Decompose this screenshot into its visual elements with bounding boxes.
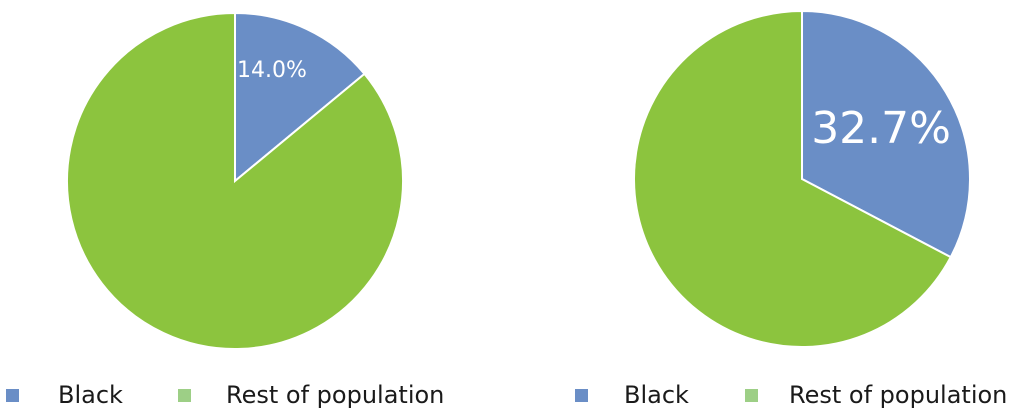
legend-label-rest-of-population: Rest of population bbox=[789, 381, 1007, 409]
legend-right: Black Rest of population bbox=[575, 381, 1007, 409]
legend-swatch-rest-of-population bbox=[178, 389, 191, 402]
pie-chart-right: 32.7% bbox=[633, 9, 971, 348]
pie-slice-black bbox=[801, 9, 971, 259]
legend-label-black: Black bbox=[58, 381, 123, 409]
legend-label-rest-of-population: Rest of population bbox=[226, 381, 444, 409]
pie-slice-rest-of-population bbox=[66, 11, 404, 350]
legend-left: Black Rest of population bbox=[6, 381, 444, 409]
pie-slice-black bbox=[234, 11, 366, 184]
pie-chart-left: 14.0% bbox=[66, 11, 404, 350]
legend-swatch-black bbox=[575, 389, 588, 402]
slice-data-label: 14.0% bbox=[237, 58, 307, 83]
pie-slice-rest-of-population bbox=[633, 9, 953, 348]
legend-swatch-black bbox=[6, 389, 19, 402]
slice-data-label: 32.7% bbox=[811, 103, 951, 154]
legend-label-black: Black bbox=[624, 381, 689, 409]
legend-swatch-rest-of-population bbox=[745, 389, 758, 402]
